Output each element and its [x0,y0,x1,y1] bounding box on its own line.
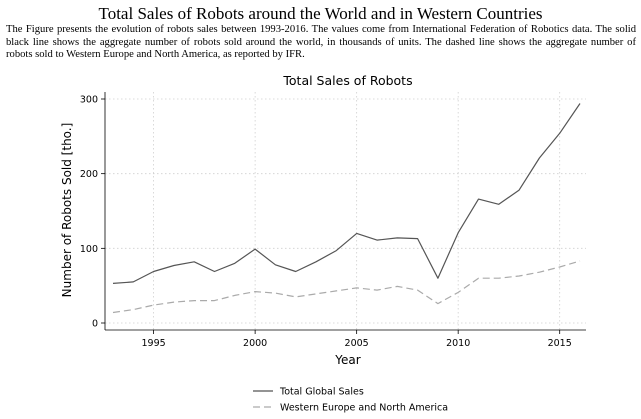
data-point [152,270,155,273]
data-point [396,285,399,288]
data-point [213,270,216,273]
data-point [233,262,236,265]
y-tick-label: 100 [80,244,98,255]
data-point [457,291,460,294]
legend: Total Global Sales Western Europe and Nor… [253,387,448,414]
plot-area [105,92,586,330]
data-point [172,300,175,303]
x-tick-label: 2010 [446,338,470,349]
x-tick-label: 2005 [345,338,369,349]
data-point [132,308,135,311]
data-point [477,197,480,200]
data-point [152,303,155,306]
data-point [517,188,520,191]
data-point [314,260,317,263]
data-point [335,289,338,292]
data-point [477,277,480,280]
data-point [172,264,175,267]
data-point [274,263,277,266]
data-point [396,236,399,239]
data-point [375,289,378,292]
data-point [375,239,378,242]
data-point [416,289,419,292]
data-point [274,292,277,295]
data-point [538,156,541,159]
data-point [193,299,196,302]
data-point [335,249,338,252]
data-point [355,286,358,289]
legend-label: Total Global Sales [279,387,364,398]
x-tick-label: 1995 [142,338,166,349]
series-line-2 [112,260,581,314]
data-point [294,295,297,298]
data-point [233,294,236,297]
axes: 0 100 200 300 1995 2000 2005 2010 2015 [80,92,586,349]
data-point [193,260,196,263]
y-tick-label: 0 [92,319,98,330]
data-point [294,270,297,273]
data-point [457,231,460,234]
data-point [355,232,358,235]
data-point [254,247,257,250]
data-point [436,302,439,305]
y-tick-label: 200 [80,169,98,180]
data-point [436,277,439,280]
data-point [497,277,500,280]
data-point [314,292,317,295]
data-point [578,259,581,262]
data-point [111,282,114,285]
data-point [517,274,520,277]
data-point [132,280,135,283]
series-line-1 [112,103,581,284]
figure-title: Total Sales of Robots around the World a… [98,4,543,23]
data-point [538,271,541,274]
legend-label: Western Europe and North America [280,403,448,414]
figure-caption: The Figure presents the evolution of rob… [6,24,636,61]
x-axis-label: Year [334,353,360,367]
x-tick-label: 2015 [548,338,572,349]
series-lines [111,102,581,314]
x-tick-label: 2000 [243,338,267,349]
grid-lines [105,92,586,330]
y-tick-label: 300 [80,95,98,106]
data-point [497,203,500,206]
y-axis-label: Number of Robots Sold [tho.] [60,123,74,298]
data-point [111,311,114,314]
data-point [558,265,561,268]
data-point [213,299,216,302]
chart-title: Total Sales of Robots [282,73,412,88]
data-point [416,237,419,240]
data-point [578,102,581,105]
data-point [254,290,257,293]
data-point [558,132,561,135]
